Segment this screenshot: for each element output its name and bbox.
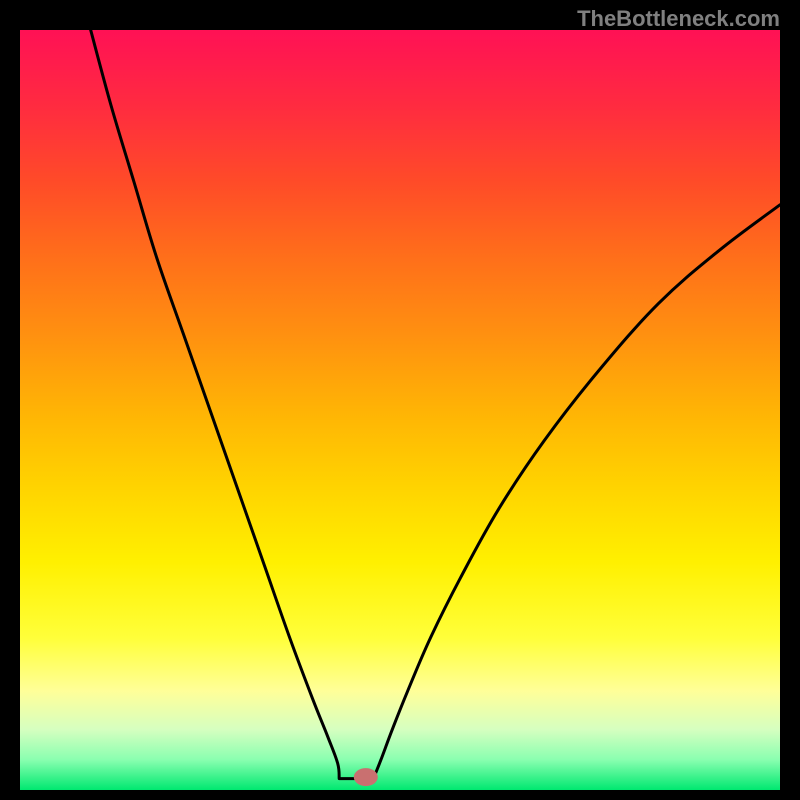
minimum-marker [354, 768, 378, 786]
chart-plot-area [20, 30, 780, 790]
watermark-text: TheBottleneck.com [577, 6, 780, 32]
bottleneck-curve [20, 30, 780, 790]
